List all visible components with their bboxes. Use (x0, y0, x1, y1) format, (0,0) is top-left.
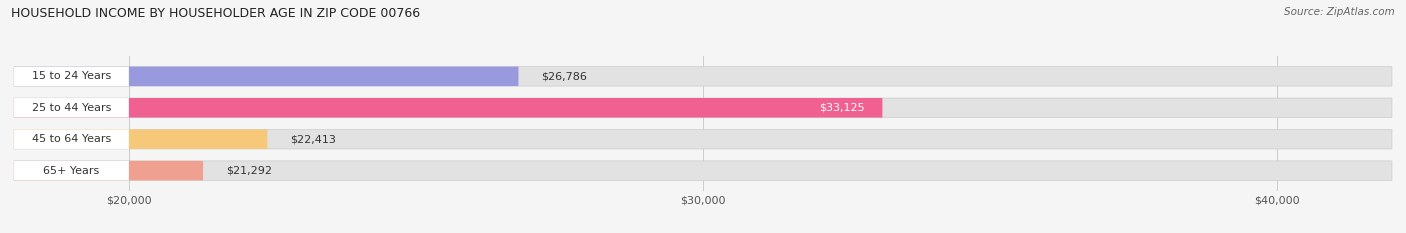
Text: $22,413: $22,413 (291, 134, 336, 144)
Text: $21,292: $21,292 (226, 166, 271, 176)
Text: $26,786: $26,786 (541, 71, 588, 81)
FancyBboxPatch shape (14, 161, 129, 180)
FancyBboxPatch shape (14, 161, 202, 180)
Text: HOUSEHOLD INCOME BY HOUSEHOLDER AGE IN ZIP CODE 00766: HOUSEHOLD INCOME BY HOUSEHOLDER AGE IN Z… (11, 7, 420, 20)
FancyBboxPatch shape (14, 98, 1392, 117)
Text: 25 to 44 Years: 25 to 44 Years (32, 103, 111, 113)
FancyBboxPatch shape (14, 130, 129, 149)
Text: $33,125: $33,125 (820, 103, 865, 113)
FancyBboxPatch shape (14, 98, 883, 117)
FancyBboxPatch shape (14, 67, 1392, 86)
Text: 15 to 24 Years: 15 to 24 Years (32, 71, 111, 81)
Text: 45 to 64 Years: 45 to 64 Years (32, 134, 111, 144)
FancyBboxPatch shape (14, 67, 129, 86)
FancyBboxPatch shape (14, 161, 1392, 180)
Text: Source: ZipAtlas.com: Source: ZipAtlas.com (1284, 7, 1395, 17)
FancyBboxPatch shape (14, 67, 519, 86)
FancyBboxPatch shape (14, 130, 1392, 149)
FancyBboxPatch shape (14, 130, 267, 149)
Text: 65+ Years: 65+ Years (44, 166, 100, 176)
FancyBboxPatch shape (14, 98, 129, 117)
